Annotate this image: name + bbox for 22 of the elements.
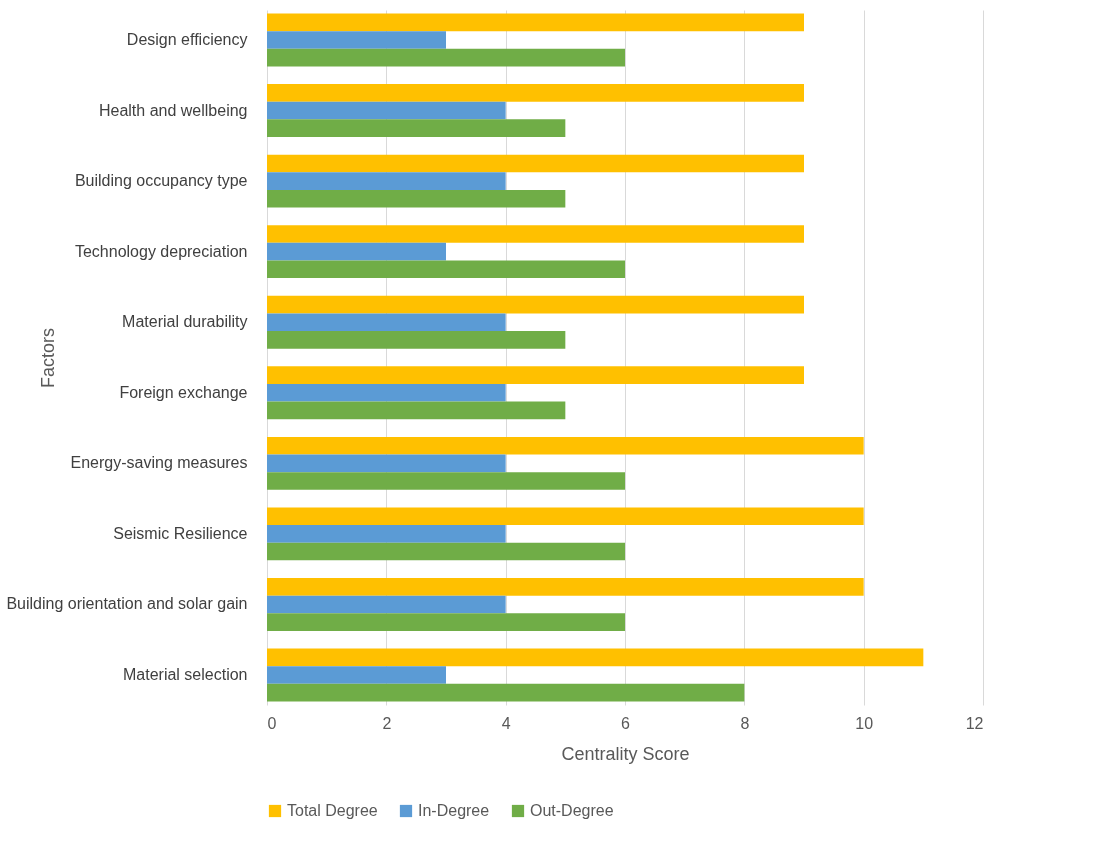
x-axis-title: Centrality Score [561, 743, 690, 764]
y-tick-label: Foreign exchange [119, 383, 248, 401]
y-tick-label: Material selection [123, 666, 248, 684]
y-tick-label: Energy-saving measures [70, 454, 248, 472]
y-axis-title: Factors [37, 327, 58, 389]
legend-label: Total Degree [287, 802, 378, 819]
x-tick-label: 0 [267, 714, 277, 732]
y-tick-label: Design efficiency [126, 30, 248, 48]
x-tick-label: 2 [382, 714, 392, 732]
legend-label: Out-Degree [530, 802, 614, 819]
x-tick-label: 10 [855, 714, 874, 732]
y-tick-label: Health and wellbeing [98, 101, 248, 119]
x-tick-label: 6 [621, 714, 631, 732]
x-tick-label: 4 [501, 714, 511, 732]
y-tick-label: Seismic Resilience [113, 524, 248, 542]
x-tick-label: 8 [740, 714, 750, 732]
x-tick-label: 12 [965, 714, 984, 732]
y-tick-label: Building occupancy type [74, 172, 248, 190]
y-tick-label: Material durability [122, 313, 248, 331]
legend-label: In-Degree [418, 802, 490, 819]
y-tick-label: Building orientation and solar gain [6, 595, 248, 613]
y-tick-label: Technology depreciation [74, 242, 248, 260]
